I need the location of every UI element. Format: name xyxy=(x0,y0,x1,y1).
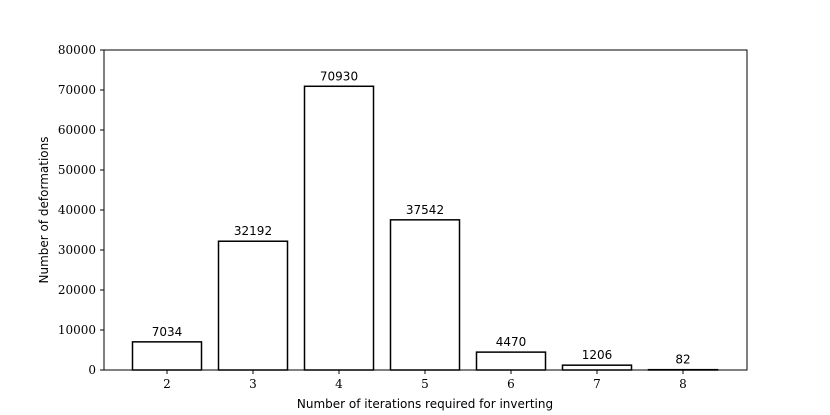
y-tick-label: 70000 xyxy=(58,83,96,97)
x-tick-label: 2 xyxy=(163,377,171,391)
bar-4 xyxy=(303,85,375,371)
data-label-2: 7034 xyxy=(152,325,183,339)
data-label-8: 82 xyxy=(675,353,690,367)
y-tick-label: 60000 xyxy=(58,123,96,137)
y-axis: 0 10000 20000 30000 40000 50000 60000 70000 8000… xyxy=(58,43,104,377)
y-tick-label: 10000 xyxy=(58,323,96,337)
x-axis: 2 3 4 5 6 7 8 xyxy=(163,370,687,391)
data-label-7: 1206 xyxy=(582,348,613,362)
y-tick-label: 40000 xyxy=(58,203,96,217)
data-label-4: 70930 xyxy=(320,69,358,83)
y-axis-label: Number of deformations xyxy=(37,137,51,284)
y-tick-label: 20000 xyxy=(58,283,96,297)
bar-6 xyxy=(475,351,547,371)
data-label-3: 32192 xyxy=(234,224,272,238)
data-label-6: 4470 xyxy=(496,335,527,349)
bar-5 xyxy=(389,219,461,371)
x-tick-label: 8 xyxy=(679,377,687,391)
bars xyxy=(131,85,719,371)
y-tick-label: 80000 xyxy=(58,43,96,57)
x-tick-label: 7 xyxy=(593,377,601,391)
x-tick-label: 3 xyxy=(249,377,257,391)
data-labels: 7034 32192 70930 37542 4470 1206 82 xyxy=(152,69,691,366)
bar-3 xyxy=(217,240,289,371)
bar-7 xyxy=(561,364,633,371)
x-tick-label: 4 xyxy=(335,377,343,391)
bar-2 xyxy=(131,341,203,371)
y-tick-label: 0 xyxy=(88,363,96,377)
data-label-5: 37542 xyxy=(406,203,444,217)
x-tick-label: 6 xyxy=(507,377,515,391)
x-axis-label: Number of iterations required for invert… xyxy=(297,397,553,411)
y-tick-label: 30000 xyxy=(58,243,96,257)
y-tick-label: 50000 xyxy=(58,163,96,177)
x-tick-label: 5 xyxy=(421,377,429,391)
